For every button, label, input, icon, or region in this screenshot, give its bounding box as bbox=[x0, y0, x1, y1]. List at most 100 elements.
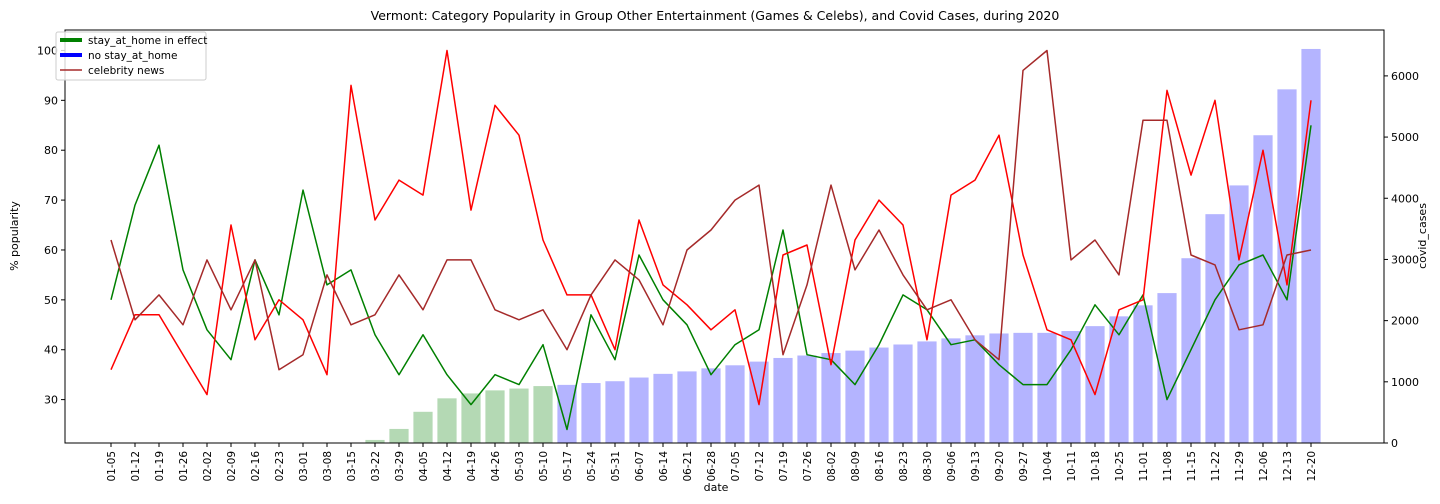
y-axis-left-label: % popularity bbox=[8, 201, 21, 271]
x-tick-label: 08-16 bbox=[874, 451, 886, 482]
bar-06-28 bbox=[701, 368, 721, 443]
x-tick-label: 05-31 bbox=[610, 451, 622, 482]
y-right-tick-label: 5000 bbox=[1391, 131, 1419, 144]
y-axis-left: 30 40 50 60 70 80 90 100 bbox=[37, 44, 65, 407]
bar-04-26 bbox=[485, 390, 505, 443]
bar-10-11 bbox=[1061, 331, 1081, 443]
bar-08-02 bbox=[821, 353, 841, 443]
bar-04-19 bbox=[461, 393, 481, 443]
legend-box bbox=[55, 31, 207, 81]
x-tick-label: 03-01 bbox=[298, 451, 310, 482]
x-tick-label: 06-07 bbox=[634, 451, 646, 482]
bar-09-27 bbox=[1013, 332, 1033, 443]
bar-11-22 bbox=[1205, 214, 1225, 443]
bar-12-13 bbox=[1277, 89, 1297, 443]
x-tick-label: 05-24 bbox=[586, 451, 598, 482]
bar-06-21 bbox=[677, 371, 697, 443]
x-tick-label: 11-29 bbox=[1234, 451, 1246, 482]
x-tick-label: 04-12 bbox=[442, 451, 454, 482]
series-line-2 bbox=[110, 49, 1312, 371]
bar-10-18 bbox=[1085, 326, 1105, 443]
chart-title: Vermont: Category Popularity in Group Ot… bbox=[371, 8, 1060, 23]
x-tick-label: 07-05 bbox=[730, 451, 742, 482]
x-tick-label: 04-26 bbox=[490, 451, 502, 482]
y-left-tick-label: 40 bbox=[44, 344, 58, 357]
x-tick-label: 10-25 bbox=[1114, 451, 1126, 482]
x-tick-label: 12-13 bbox=[1282, 451, 1294, 482]
x-tick-label: 03-08 bbox=[322, 451, 334, 482]
bar-11-08 bbox=[1157, 293, 1177, 443]
x-tick-label: 10-04 bbox=[1042, 451, 1054, 482]
bar-11-01 bbox=[1133, 305, 1153, 443]
bar-09-20 bbox=[989, 333, 1009, 443]
x-tick-label: 03-22 bbox=[370, 451, 382, 482]
plot-frame bbox=[64, 29, 1385, 444]
bar-05-10 bbox=[533, 386, 553, 443]
x-tick-label: 07-19 bbox=[778, 451, 790, 482]
x-tick-label: 07-26 bbox=[802, 451, 814, 482]
bar-08-16 bbox=[869, 347, 889, 443]
bar-09-06 bbox=[941, 338, 961, 443]
x-tick-label: 08-30 bbox=[922, 451, 934, 482]
y-right-tick-label: 0 bbox=[1391, 437, 1398, 450]
y-right-tick-label: 2000 bbox=[1391, 315, 1419, 328]
x-tick-label: 10-18 bbox=[1090, 451, 1102, 482]
x-tick-label: 04-19 bbox=[466, 451, 478, 482]
x-tick-label: 05-10 bbox=[538, 451, 550, 482]
x-tick-label: 10-11 bbox=[1066, 451, 1078, 482]
x-tick-label: 01-19 bbox=[154, 451, 166, 482]
bar-08-23 bbox=[893, 344, 913, 443]
bar-07-19 bbox=[773, 357, 793, 443]
bar-03-29 bbox=[389, 428, 409, 443]
x-tick-label: 05-17 bbox=[562, 451, 574, 482]
x-tick-label: 02-16 bbox=[250, 451, 262, 482]
y-right-tick-label: 4000 bbox=[1391, 192, 1419, 205]
bar-10-25 bbox=[1109, 316, 1129, 443]
y-left-tick-label: 70 bbox=[44, 194, 58, 207]
bar-11-29 bbox=[1229, 185, 1249, 443]
bar-06-14 bbox=[653, 373, 673, 443]
legend-label: celebrity news bbox=[88, 65, 164, 77]
x-tick-label: 08-02 bbox=[826, 451, 838, 482]
y-left-tick-label: 30 bbox=[44, 394, 58, 407]
x-tick-label: 09-06 bbox=[946, 451, 958, 482]
x-tick-label: 01-26 bbox=[178, 451, 190, 482]
x-tick-label: 08-23 bbox=[898, 451, 910, 482]
bar-07-26 bbox=[797, 355, 817, 443]
x-tick-label: 01-12 bbox=[130, 451, 142, 482]
x-tick-label: 03-29 bbox=[394, 451, 406, 482]
bar-05-17 bbox=[557, 384, 577, 443]
x-tick-label: 07-12 bbox=[754, 451, 766, 482]
y-axis-right-label: covid_cases bbox=[1416, 203, 1429, 269]
x-tick-label: 12-06 bbox=[1258, 451, 1270, 482]
y-left-tick-label: 100 bbox=[37, 44, 58, 57]
bar-08-09 bbox=[845, 350, 865, 443]
bar-08-30 bbox=[917, 341, 937, 443]
bar-09-13 bbox=[965, 335, 985, 443]
x-tick-label: 06-14 bbox=[658, 451, 670, 482]
x-tick-label: 09-13 bbox=[970, 451, 982, 482]
x-tick-label: 11-15 bbox=[1186, 451, 1198, 482]
x-tick-label: 04-05 bbox=[418, 451, 430, 482]
x-tick-label: 05-03 bbox=[514, 451, 526, 482]
covid-bars bbox=[365, 48, 1321, 443]
popularity-lines bbox=[110, 49, 1312, 431]
x-tick-label: 06-28 bbox=[706, 451, 718, 482]
bar-05-31 bbox=[605, 381, 625, 443]
x-tick-label: 11-22 bbox=[1210, 451, 1222, 482]
x-tick-label: 01-05 bbox=[106, 451, 118, 482]
y-right-tick-label: 6000 bbox=[1391, 70, 1419, 83]
bar-06-07 bbox=[629, 377, 649, 443]
y-right-tick-label: 1000 bbox=[1391, 376, 1419, 389]
legend: stay_at_home in effect no stay_at_homecel… bbox=[55, 31, 207, 81]
legend-label: no stay_at_home bbox=[88, 50, 177, 62]
y-axis-right: 0 1000 2000 3000 4000 5000 6000 bbox=[1384, 70, 1419, 450]
x-tick-label: 09-27 bbox=[1018, 451, 1030, 482]
x-tick-label: 02-09 bbox=[226, 451, 238, 482]
y-left-tick-label: 80 bbox=[44, 144, 58, 157]
x-tick-label: 11-08 bbox=[1162, 451, 1174, 482]
x-tick-label: 09-20 bbox=[994, 451, 1006, 482]
bar-05-03 bbox=[509, 388, 529, 443]
x-tick-label: 02-23 bbox=[274, 451, 286, 482]
x-tick-label: 06-21 bbox=[682, 451, 694, 482]
